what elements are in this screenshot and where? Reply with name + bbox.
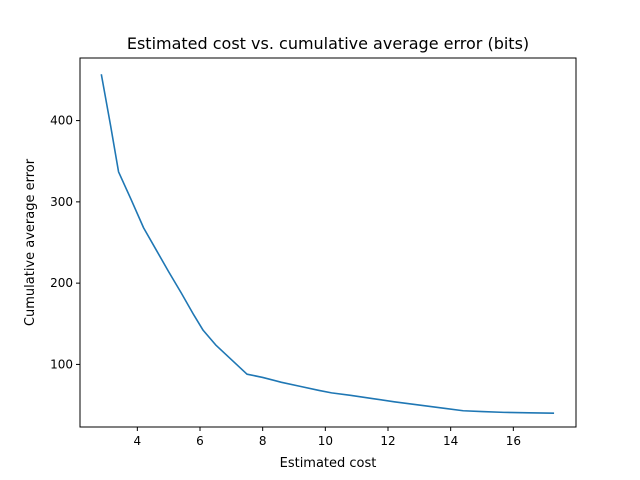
x-tick-label: 12 xyxy=(380,434,395,448)
y-axis: 100 200 300 400 xyxy=(50,114,80,371)
y-tick-label: 300 xyxy=(50,195,73,209)
x-tick-label: 14 xyxy=(443,434,458,448)
x-tick-label: 8 xyxy=(259,434,267,448)
y-tick-label: 200 xyxy=(50,276,73,290)
y-tick-label: 400 xyxy=(50,114,73,128)
x-tick-label: 6 xyxy=(196,434,204,448)
y-tick-label: 100 xyxy=(50,357,73,371)
x-tick-label: 10 xyxy=(318,434,333,448)
x-tick-label: 4 xyxy=(134,434,142,448)
plot-area xyxy=(100,74,555,414)
chart-title: Estimated cost vs. cumulative average er… xyxy=(127,34,529,53)
x-axis-label: Estimated cost xyxy=(280,456,377,471)
x-axis: 4 6 8 10 12 14 16 xyxy=(134,427,521,448)
y-axis-label: Cumulative average error xyxy=(23,158,38,326)
series-line-0 xyxy=(100,74,555,414)
x-tick-label: 16 xyxy=(506,434,521,448)
axes-frame xyxy=(79,57,577,428)
